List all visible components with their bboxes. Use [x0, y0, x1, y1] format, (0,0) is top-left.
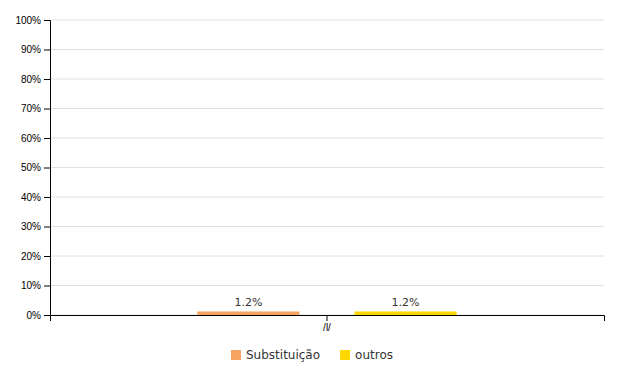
- grid-line: [50, 167, 604, 168]
- y-tick-mark: [44, 197, 50, 198]
- y-tick: 100%: [15, 15, 50, 26]
- y-tick-label: 50%: [21, 162, 41, 173]
- y-tick-label: 90%: [21, 44, 41, 55]
- y-tick-mark: [44, 109, 50, 110]
- legend-label: outros: [355, 348, 393, 362]
- y-tick: 30%: [21, 221, 50, 232]
- data-label: 1.2%: [392, 296, 420, 309]
- grid-line: [50, 20, 604, 21]
- grid-line: [50, 285, 604, 286]
- grid: [50, 20, 604, 315]
- chart: 0% 10% 20% 30% 40% 50% 60% 70% 80% 90% 100% /l/1.2%…: [0, 0, 624, 377]
- y-tick-label: 80%: [21, 74, 41, 85]
- y-tick: 10%: [21, 280, 50, 291]
- y-tick: 50%: [21, 162, 50, 173]
- x-tick-mark: [327, 315, 328, 321]
- legend-label: Substituição: [246, 348, 320, 362]
- x-tick-label: /l/: [323, 322, 331, 333]
- grid-line: [50, 49, 604, 50]
- plot: 0% 10% 20% 30% 40% 50% 60% 70% 80% 90% 100% /l/1.2%…: [15, 15, 604, 333]
- grid-line: [50, 256, 604, 257]
- grid-line: [50, 226, 604, 227]
- y-tick-mark: [44, 20, 50, 21]
- y-tick: 0%: [27, 310, 50, 321]
- y-tick: 60%: [21, 133, 50, 144]
- y-tick-mark: [44, 168, 50, 169]
- y-tick-mark: [44, 256, 50, 257]
- y-tick-label: 30%: [21, 221, 41, 232]
- legend-swatch: [231, 350, 241, 360]
- y-tick-mark: [44, 286, 50, 287]
- x-axis-line: [51, 316, 605, 322]
- y-tick-label: 10%: [21, 280, 41, 291]
- legend-item: Substituição: [231, 348, 320, 362]
- legend-swatch: [340, 350, 350, 360]
- x-axis: /l/: [51, 315, 605, 333]
- y-axis: 0% 10% 20% 30% 40% 50% 60% 70% 80% 90% 100%: [15, 15, 50, 321]
- grid-line: [50, 197, 604, 198]
- data-label: 1.2%: [234, 296, 262, 309]
- y-tick-mark: [44, 227, 50, 228]
- bar: [197, 311, 299, 315]
- bars: [197, 311, 456, 315]
- y-tick: 20%: [21, 251, 50, 262]
- y-tick-label: 40%: [21, 192, 41, 203]
- y-axis-line: [44, 21, 51, 316]
- data-labels: 1.2% 1.2%: [234, 296, 419, 309]
- y-tick-label: 100%: [15, 15, 41, 26]
- y-tick-label: 70%: [21, 103, 41, 114]
- y-tick-mark: [44, 315, 50, 316]
- y-tick-mark: [44, 50, 50, 51]
- legend: Substituição outros: [231, 348, 393, 362]
- y-tick: 80%: [21, 74, 50, 85]
- y-tick: 40%: [21, 192, 50, 203]
- x-tick: /l/: [323, 315, 331, 333]
- grid-line: [50, 108, 604, 109]
- grid-line: [50, 138, 604, 139]
- y-tick-label: 0%: [27, 310, 42, 321]
- y-tick: 70%: [21, 103, 50, 114]
- y-tick: 90%: [21, 44, 50, 55]
- grid-line: [50, 79, 604, 80]
- y-tick-mark: [44, 138, 50, 139]
- bar: [355, 311, 457, 315]
- legend-item: outros: [340, 348, 393, 362]
- y-tick-label: 60%: [21, 133, 41, 144]
- y-tick-mark: [44, 79, 50, 80]
- y-tick-label: 20%: [21, 251, 41, 262]
